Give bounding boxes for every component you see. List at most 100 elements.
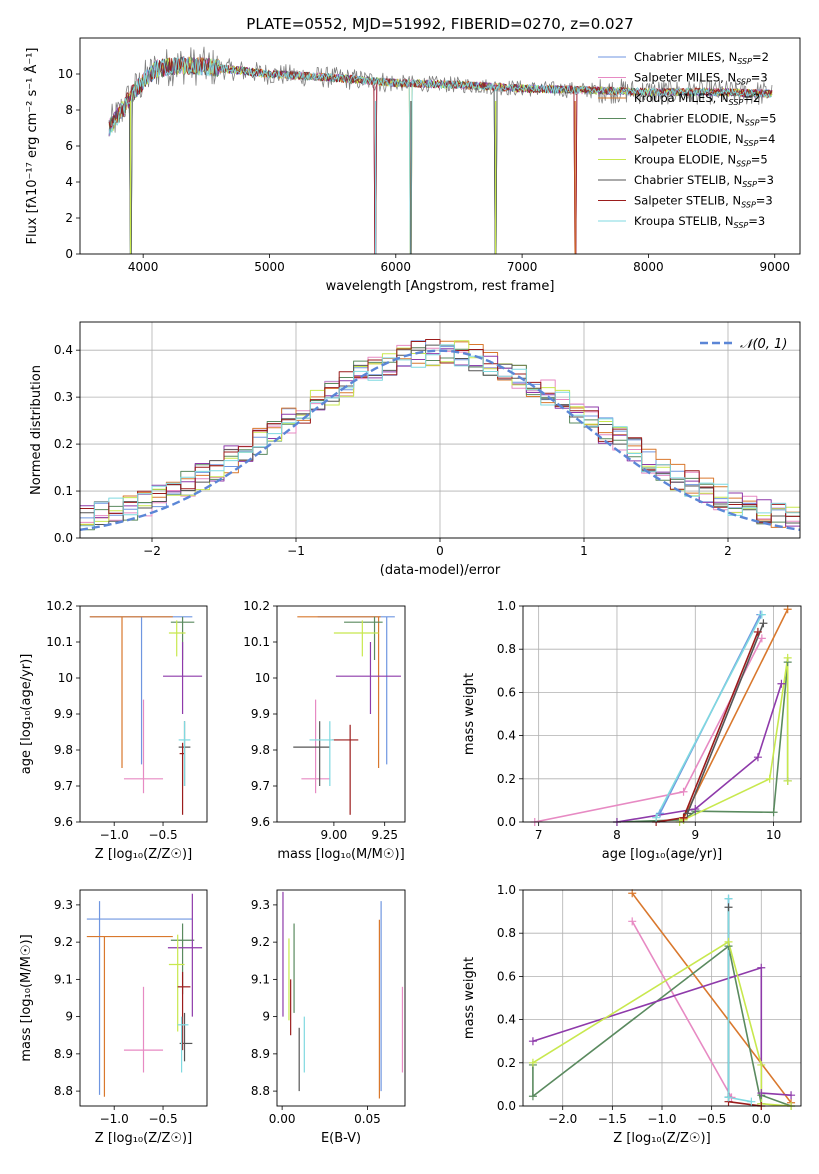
x-tick-label: −2.0 — [548, 1112, 577, 1126]
weight-marker — [759, 619, 768, 628]
x-tick-label: 0 — [436, 544, 444, 558]
legend-text: Chabrier STELIB, N — [634, 173, 742, 187]
y-tick-label: 9.2 — [251, 935, 270, 949]
weight-marker — [757, 1060, 766, 1069]
y-tick-label: 0.4 — [497, 1013, 516, 1027]
normal-curve — [80, 349, 800, 531]
weight-marker — [757, 634, 766, 643]
y-tick-label: 0.1 — [54, 484, 73, 498]
y-tick-label: 0.4 — [497, 729, 516, 743]
y-tick-label: 0.0 — [54, 531, 73, 545]
x-tick-label: −1.0 — [100, 1112, 129, 1126]
plot-area — [293, 616, 401, 815]
x-axis-label: (data-model)/error — [380, 563, 501, 578]
y-tick-label: 0.6 — [497, 685, 516, 699]
y-tick-label: 0.0 — [497, 1099, 516, 1113]
weight-line — [532, 945, 792, 1106]
weight-line — [655, 614, 763, 819]
weight-line — [686, 623, 765, 814]
weight-marker — [777, 679, 786, 688]
legend-text: Salpeter STELIB, N — [634, 194, 741, 208]
y-tick-label: 10.1 — [46, 635, 73, 649]
legend-entry: 𝒩(0, 1) — [740, 337, 787, 352]
y-axis-label: mass weight — [462, 957, 477, 1039]
legend-entry: Chabrier MILES, NSSP=2 — [634, 50, 769, 66]
legend-entry: Salpeter STELIB, NSSP=3 — [634, 194, 773, 210]
panel-mass_vs_ebv: 0.00 0.05 8.8 8.9 9 9.1 9.2 9.3 E(B-V) — [251, 889, 406, 1146]
y-tick-label: 10 — [58, 671, 73, 685]
legend-subscript: SSP — [742, 180, 757, 189]
x-tick-label: 0.0 — [752, 1112, 771, 1126]
weight-line — [631, 920, 733, 1098]
y-axis-label: Normed distribution — [29, 365, 44, 495]
weight-line — [728, 1100, 762, 1106]
legend-text: =3 — [748, 214, 765, 228]
y-tick-label: 9.1 — [54, 972, 73, 986]
figure-title: PLATE=0552, MJD=51992, FIBERID=0270, z=0… — [246, 15, 633, 33]
legend-subscript: SSP — [744, 139, 759, 148]
weight-marker — [724, 937, 733, 946]
x-tick-label: 4000 — [128, 260, 159, 274]
y-axis-label: age [log₁₀(age/yr)] — [19, 654, 34, 775]
x-tick-label: −1.0 — [647, 1112, 676, 1126]
y-tick-label: 10.2 — [243, 599, 270, 613]
legend-entry: Chabrier ELODIE, NSSP=5 — [634, 112, 776, 128]
y-tick-label: 9.2 — [54, 935, 73, 949]
y-tick-label: 8.8 — [251, 1084, 270, 1098]
weight-marker — [724, 1093, 733, 1102]
y-tick-label: 8.8 — [54, 1084, 73, 1098]
weight-marker — [679, 787, 688, 796]
y-tick-label: 0 — [65, 247, 73, 261]
weight-marker — [757, 963, 766, 972]
plot-area — [534, 608, 789, 822]
x-axis-label: Z [log₁₀(Z/Z☉)] — [95, 1131, 192, 1146]
legend-text: =3 — [757, 173, 774, 187]
weight-marker — [753, 627, 762, 636]
plot-area — [80, 339, 800, 531]
y-tick-label: 0.4 — [54, 343, 73, 357]
weight-marker — [765, 774, 774, 783]
weight-line — [532, 966, 792, 1096]
legend-subscript: SSP — [736, 160, 751, 169]
x-tick-label: 0.00 — [269, 1112, 296, 1126]
weight-marker — [528, 1092, 537, 1101]
legend-entry: Kroupa STELIB, NSSP=3 — [634, 214, 765, 230]
legend-entry: Kroupa MILES, NSSP=2 — [634, 91, 760, 107]
legend-entry: Salpeter ELODIE, NSSP=4 — [634, 132, 775, 148]
y-tick-label: 0.3 — [54, 390, 73, 404]
x-tick-label: 2 — [724, 544, 732, 558]
weight-marker — [628, 889, 637, 898]
y-tick-label: 10.2 — [46, 599, 73, 613]
weight-marker — [783, 653, 792, 662]
legend-text: =5 — [751, 153, 768, 167]
y-tick-label: 8.9 — [251, 1047, 270, 1061]
x-tick-label: 9000 — [759, 260, 790, 274]
legend-text: =5 — [760, 112, 777, 126]
axes-frame — [79, 37, 801, 255]
model-spectrum-line — [108, 56, 773, 254]
y-tick-label: 9 — [65, 1010, 73, 1024]
legend-text: Salpeter MILES, N — [634, 71, 736, 85]
legend-text: Kroupa STELIB, N — [634, 214, 734, 228]
weight-marker — [757, 1089, 766, 1098]
x-tick-label: 0.05 — [354, 1112, 381, 1126]
x-tick-label: −1 — [287, 544, 305, 558]
legend-text: =4 — [758, 132, 775, 146]
y-axis-label: mass [log₁₀(M/M☉)] — [19, 934, 34, 1061]
axes-frame — [522, 605, 802, 823]
y-tick-label: 8 — [65, 103, 73, 117]
y-tick-label: 9 — [262, 1010, 270, 1024]
panel-weight_vs_Z: −2.0 −1.5 −1.0 −0.5 0.0 0.0 0.2 0.4 0.6 0.8 1.0 Z [… — [462, 883, 802, 1146]
weight-marker — [753, 753, 762, 762]
panel-residuals: −2 −1 0 1 2 0.0 0.1 0.2 0.3 0.4 (data-model)/error… — [29, 321, 801, 578]
axes-frame — [79, 889, 208, 1107]
legend-subscript: SSP — [737, 57, 752, 66]
panel-age_vs_mass: 9.00 9.25 9.6 9.7 9.8 9.9 10 10.1 10.2 mass [log₁… — [243, 599, 406, 862]
legend-text: =2 — [752, 50, 769, 64]
x-tick-label: 9.25 — [371, 828, 398, 842]
legend-text: =3 — [751, 71, 768, 85]
axes-frame — [276, 605, 406, 823]
y-tick-label: 9.1 — [251, 972, 270, 986]
